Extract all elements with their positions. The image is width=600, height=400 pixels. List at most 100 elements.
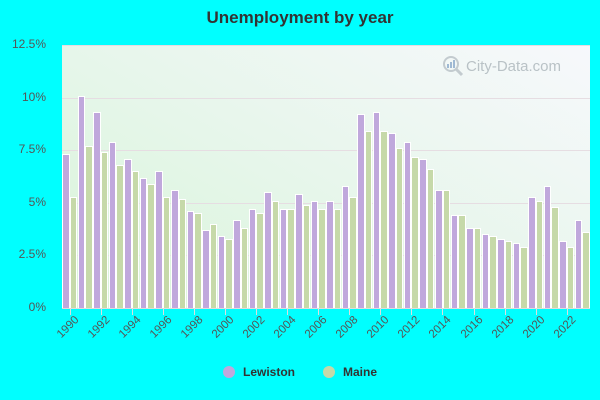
bar-maine-2008[interactable] xyxy=(349,196,357,308)
bar-maine-2005[interactable] xyxy=(302,204,311,308)
bar-maine-2009[interactable] xyxy=(364,131,373,308)
bar-lewiston-2008[interactable] xyxy=(341,185,350,308)
x-tick xyxy=(535,308,537,315)
x-tick-label: 2010 xyxy=(365,314,392,341)
x-tick-label: 2012 xyxy=(396,314,423,341)
legend: Lewiston Maine xyxy=(0,365,600,379)
gridline xyxy=(62,45,590,46)
bar-maine-2015[interactable] xyxy=(458,215,466,308)
bar-lewiston-2016[interactable] xyxy=(466,228,474,308)
bar-lewiston-2002[interactable] xyxy=(248,209,257,308)
legend-swatch-icon xyxy=(323,366,335,378)
bar-maine-1994[interactable] xyxy=(131,171,140,308)
bar-lewiston-2003[interactable] xyxy=(264,192,272,308)
bar-lewiston-1999[interactable] xyxy=(202,230,210,308)
bar-lewiston-1995[interactable] xyxy=(139,177,148,308)
gridline xyxy=(62,97,590,99)
bar-lewiston-2017[interactable] xyxy=(481,234,490,308)
bar-maine-2002[interactable] xyxy=(256,213,264,308)
bar-maine-1998[interactable] xyxy=(194,213,202,308)
x-tick-label: 1994 xyxy=(116,314,144,341)
bar-maine-2006[interactable] xyxy=(318,209,326,308)
x-tick xyxy=(100,308,102,315)
bar-lewiston-2014[interactable] xyxy=(435,190,443,308)
bar-lewiston-1990[interactable] xyxy=(62,154,70,308)
bar-maine-1992[interactable] xyxy=(100,152,109,308)
bar-maine-2011[interactable] xyxy=(395,148,404,308)
bar-lewiston-2022[interactable] xyxy=(559,240,567,308)
bar-maine-1991[interactable] xyxy=(85,146,93,308)
bar-lewiston-2001[interactable] xyxy=(233,219,241,308)
bar-maine-2018[interactable] xyxy=(504,240,513,308)
y-tick-label: 7.5% xyxy=(18,142,46,157)
legend-item-maine[interactable]: Maine xyxy=(323,365,377,379)
bar-maine-2007[interactable] xyxy=(333,209,342,308)
x-tick-label: 2020 xyxy=(520,314,548,341)
bar-lewiston-2020[interactable] xyxy=(528,196,536,308)
x-axis-line xyxy=(62,308,590,309)
bar-maine-2022[interactable] xyxy=(566,246,575,308)
x-tick xyxy=(162,308,164,315)
bar-maine-2020[interactable] xyxy=(535,200,544,308)
magnifier-chart-icon xyxy=(443,56,464,77)
x-tick-label: 1990 xyxy=(54,314,82,341)
bar-maine-2012[interactable] xyxy=(411,156,419,308)
bar-lewiston-2011[interactable] xyxy=(388,133,396,308)
bar-lewiston-1997[interactable] xyxy=(171,190,179,308)
bar-maine-2016[interactable] xyxy=(473,228,482,308)
bar-lewiston-1998[interactable] xyxy=(186,211,195,308)
bar-lewiston-1996[interactable] xyxy=(155,171,163,308)
bar-maine-2023[interactable] xyxy=(582,232,590,308)
bar-maine-2017[interactable] xyxy=(489,236,497,308)
bar-lewiston-2013[interactable] xyxy=(419,158,427,308)
x-tick xyxy=(411,308,413,315)
bar-lewiston-1991[interactable] xyxy=(77,95,86,308)
bar-maine-2013[interactable] xyxy=(426,169,435,308)
bar-lewiston-2010[interactable] xyxy=(372,112,381,308)
bar-maine-1990[interactable] xyxy=(69,196,78,308)
bar-lewiston-1994[interactable] xyxy=(124,158,132,308)
bar-maine-1997[interactable] xyxy=(178,198,186,308)
x-tick-label: 2022 xyxy=(551,314,579,341)
x-tick xyxy=(256,308,258,315)
bar-lewiston-2007[interactable] xyxy=(326,200,334,308)
bar-maine-2021[interactable] xyxy=(551,207,559,308)
x-tick xyxy=(131,308,133,315)
x-tick-label: 2000 xyxy=(209,314,237,341)
bar-lewiston-2012[interactable] xyxy=(403,141,412,308)
bar-maine-2014[interactable] xyxy=(442,190,450,308)
x-tick-label: 1996 xyxy=(147,314,175,341)
watermark-text: City-Data.com xyxy=(466,57,562,75)
bar-lewiston-2009[interactable] xyxy=(357,114,365,308)
x-tick-label: 2016 xyxy=(458,314,486,341)
legend-label: Lewiston xyxy=(242,365,295,379)
bar-maine-2019[interactable] xyxy=(520,246,528,308)
x-tick xyxy=(318,308,320,315)
bar-lewiston-2019[interactable] xyxy=(512,242,521,308)
bar-maine-1996[interactable] xyxy=(162,196,171,308)
bar-maine-1995[interactable] xyxy=(147,183,155,308)
bar-maine-2000[interactable] xyxy=(225,238,233,308)
bar-lewiston-2015[interactable] xyxy=(450,215,459,308)
bar-maine-2004[interactable] xyxy=(287,209,295,308)
bar-lewiston-2018[interactable] xyxy=(497,238,505,308)
gridline xyxy=(62,202,590,204)
bar-lewiston-2021[interactable] xyxy=(543,185,552,308)
bar-lewiston-2000[interactable] xyxy=(217,236,226,308)
legend-item-lewiston[interactable]: Lewiston xyxy=(222,365,295,379)
x-tick xyxy=(566,308,568,315)
x-tick xyxy=(442,308,444,315)
bar-maine-2010[interactable] xyxy=(380,131,388,308)
x-tick xyxy=(69,308,71,315)
bar-lewiston-2006[interactable] xyxy=(310,200,319,308)
bar-maine-1993[interactable] xyxy=(116,164,124,308)
bar-maine-2003[interactable] xyxy=(271,200,280,308)
bar-lewiston-2004[interactable] xyxy=(279,209,288,308)
bar-lewiston-2005[interactable] xyxy=(295,194,303,308)
bar-maine-1999[interactable] xyxy=(209,223,218,308)
bar-lewiston-1992[interactable] xyxy=(93,112,101,308)
bar-lewiston-1993[interactable] xyxy=(108,141,117,308)
bar-lewiston-2023[interactable] xyxy=(574,219,583,308)
watermark: City-Data.com xyxy=(442,55,561,77)
bar-maine-2001[interactable] xyxy=(240,228,249,308)
